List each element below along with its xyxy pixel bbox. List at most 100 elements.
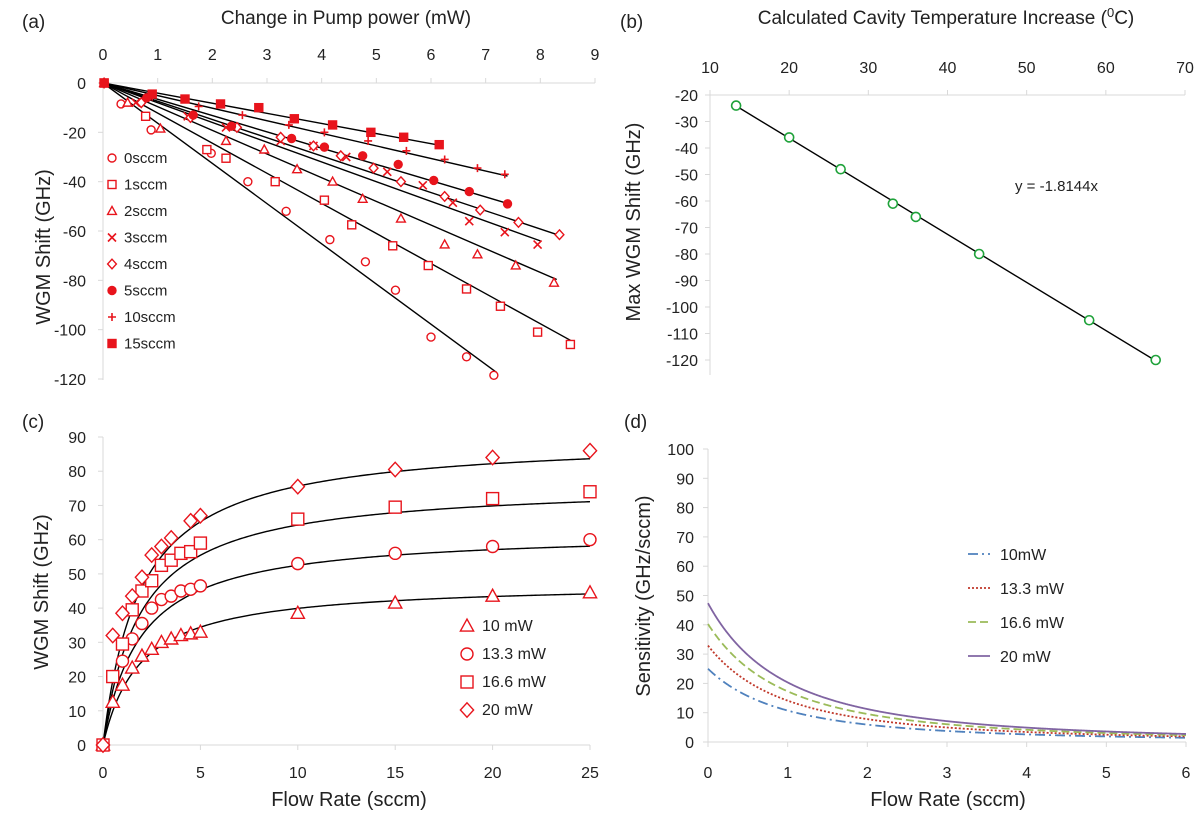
data-point: [143, 640, 160, 655]
y-tick-label: -50: [675, 168, 698, 185]
y-tick-label: 0: [77, 738, 86, 755]
data-point: [485, 449, 501, 466]
x-tick-label: 2: [863, 765, 872, 782]
legend-label: 5sccm: [124, 283, 167, 300]
legend-marker: [107, 232, 117, 243]
data-point: [434, 139, 444, 150]
data-point: [238, 111, 247, 120]
data-point: [164, 553, 178, 567]
legend-marker: [460, 675, 474, 689]
legend-marker: [107, 179, 117, 190]
data-point: [134, 569, 150, 586]
data-point: [583, 485, 597, 499]
y-tick-label: -110: [667, 327, 698, 344]
y-tick-label: -40: [675, 141, 698, 158]
data-point: [147, 89, 157, 99]
data-point: [193, 536, 208, 550]
data-point: [291, 512, 305, 526]
data-point: [325, 234, 335, 245]
y-tick-label: 40: [68, 601, 86, 618]
data-point: [286, 133, 297, 144]
data-point: [554, 228, 565, 241]
x-tick-label: 6: [427, 47, 436, 64]
data-point: [105, 627, 121, 644]
y-tick-label: -80: [63, 273, 86, 290]
panel-c-data-points: [95, 442, 598, 754]
data-point: [183, 512, 199, 530]
panel-c-axes: 0 5 10 15 20 25 0 10 20 30 40 50 60 70 80 90: [68, 430, 599, 782]
y-tick-label: 70: [68, 498, 86, 515]
data-point: [582, 584, 598, 599]
x-tick-label: 30: [859, 60, 877, 77]
panel-d-legend: 10mW 13.3 mW 16.6 mW 20 mW: [968, 547, 1065, 666]
data-point: [510, 259, 522, 270]
panel-b-axes: 10 20 30 40 50 60 70 -20 -30 -40 -50 -60 -70 -80 -90 -1…: [666, 60, 1194, 375]
data-point: [582, 442, 598, 459]
data-point: [910, 211, 922, 223]
legend-label: 20 mW: [1000, 649, 1052, 666]
y-tick-label: -30: [675, 115, 698, 132]
data-point: [115, 637, 130, 651]
data-point: [327, 120, 338, 130]
legend-marker: [107, 338, 117, 349]
data-point: [327, 175, 339, 186]
data-point: [390, 285, 401, 295]
data-point: [583, 532, 597, 547]
data-point: [194, 102, 203, 111]
panel-b-data-points: [730, 100, 1162, 366]
data-point: [1083, 314, 1095, 326]
data-point: [471, 248, 484, 259]
x-tick-label: 0: [704, 765, 713, 782]
y-tick-label: 50: [68, 567, 86, 584]
y-tick-label: -70: [675, 221, 698, 238]
panel-a-axes: 0 1 2 3 4 5 6 7 8 9 0 -20 -40 -60 -80 -100 -120: [54, 47, 600, 389]
y-tick-label: -100: [666, 300, 698, 317]
x-tick-label: 6: [1182, 765, 1191, 782]
fit-curve: [102, 500, 591, 746]
fit-line: [102, 82, 541, 242]
x-tick-label: 40: [939, 60, 957, 77]
data-point: [291, 163, 303, 174]
data-point: [418, 180, 428, 190]
panel-d: (d) Flow Rate (sccm) Sensitivity (GHz/sc…: [624, 412, 1191, 811]
legend-marker: [459, 617, 475, 632]
legend-label: 1sccm: [124, 177, 167, 194]
y-tick-label: -100: [54, 323, 86, 340]
legend-label: 4sccm: [124, 256, 167, 273]
y-tick-label: -20: [675, 88, 698, 105]
data-point: [887, 198, 899, 209]
data-point: [429, 175, 439, 186]
panel-c-y-axis-title: WGM Shift (GHz): [31, 514, 53, 670]
data-point: [258, 143, 270, 154]
y-tick-label: 20: [676, 676, 694, 693]
data-point: [395, 175, 407, 188]
panel-c-label: (c): [22, 412, 44, 433]
y-tick-label: 90: [676, 471, 694, 488]
y-tick-label: 100: [667, 442, 694, 459]
data-point: [533, 240, 543, 250]
data-point: [320, 128, 329, 137]
y-tick-label: 10: [68, 704, 86, 721]
legend-marker: [460, 647, 474, 661]
fit-line: [102, 82, 511, 205]
data-point: [387, 461, 403, 478]
data-point: [135, 616, 149, 631]
fit-curve: [102, 458, 591, 746]
legend-label: 16.6 mW: [482, 674, 547, 691]
x-tick-label: 20: [780, 60, 798, 77]
legend-marker: [459, 701, 475, 719]
data-point: [357, 192, 369, 204]
data-point: [357, 151, 368, 161]
data-point: [548, 276, 560, 287]
data-point: [193, 579, 208, 593]
panel-c-legend: 10 mW 13.3 mW 16.6 mW 20 mW: [459, 617, 547, 719]
legend-marker: [107, 153, 117, 163]
y-tick-label: 30: [676, 647, 694, 664]
data-point: [180, 94, 190, 104]
data-point: [495, 301, 506, 311]
panel-d-y-axis-title: Sensitivity (GHz/sccm): [633, 495, 655, 696]
y-tick-label: -60: [675, 194, 698, 211]
data-point: [291, 556, 305, 571]
y-tick-label: 80: [68, 464, 86, 481]
data-point: [308, 140, 319, 152]
